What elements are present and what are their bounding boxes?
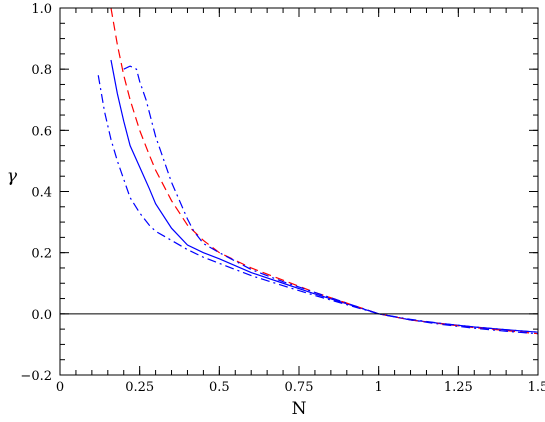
- x-tick-label: 1: [375, 380, 383, 395]
- y-tick-label: 0.0: [31, 308, 52, 323]
- x-tick-label: 0.25: [125, 380, 154, 395]
- x-tick-label: 1.5: [528, 380, 545, 395]
- y-tick-label: −0.2: [20, 369, 52, 384]
- tick-labels-layer: 0 0.25 0.5 0.75 1 1.25 1.5 −0.2 0.0 0.2 0.4 0.6 0.8 1…: [20, 2, 545, 395]
- x-tick-label: 0: [56, 380, 64, 395]
- y-axis-title: γ: [7, 167, 18, 187]
- series-line-4: [123, 65, 538, 335]
- x-axis-title: N: [292, 399, 307, 419]
- y-tick-label: 0.4: [31, 186, 52, 201]
- y-tick-label: 0.2: [31, 247, 52, 262]
- series-line-3: [97, 75, 538, 333]
- series-line-2: [110, 8, 538, 335]
- y-tick-label: 0.8: [31, 63, 52, 78]
- series-layer: [97, 8, 538, 335]
- x-tick-label: 0.5: [209, 380, 230, 395]
- x-tick-label: 1.25: [444, 380, 473, 395]
- plot-frame: [59, 7, 539, 376]
- ticks-layer: [59, 7, 539, 376]
- y-tick-label: 0.6: [31, 124, 52, 139]
- series-line-1: [110, 59, 538, 333]
- x-tick-label: 0.75: [285, 380, 314, 395]
- y-tick-label: 1.0: [31, 2, 52, 17]
